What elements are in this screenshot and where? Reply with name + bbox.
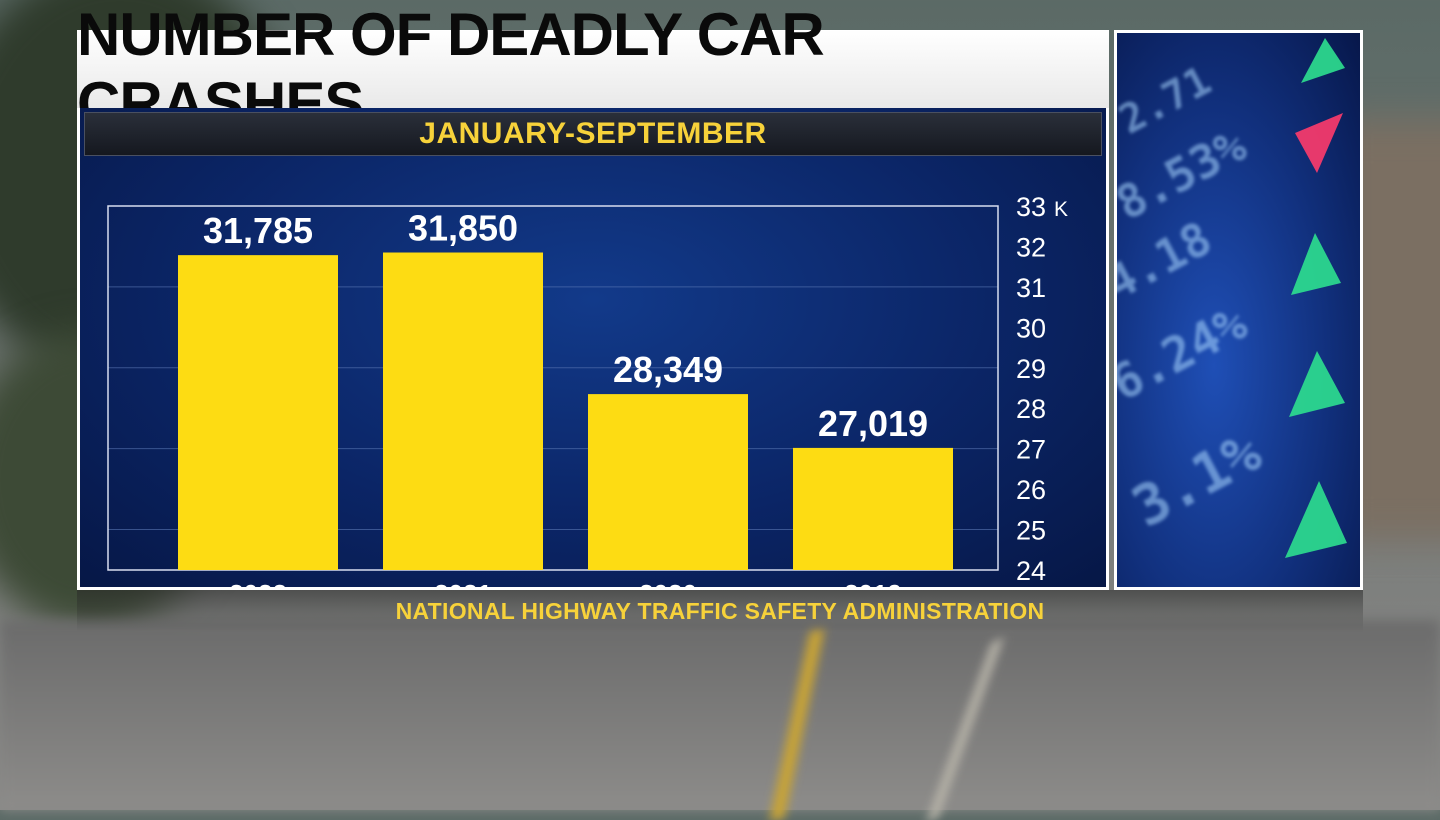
y-tick-label: 32 (1016, 232, 1046, 262)
y-tick-label: 31 (1016, 273, 1046, 303)
chart-panel: NUMBER OF DEADLY CAR CRASHES JANUARY-SEP… (77, 1, 1109, 590)
down-arrow-icon (1295, 113, 1343, 173)
x-tick-label-2020: 2020 (639, 579, 697, 587)
background-road (0, 620, 1440, 810)
y-tick-label: 30 (1016, 313, 1046, 343)
chart-subtitle: JANUARY-SEPTEMBER (84, 112, 1102, 156)
y-tick-label: 27 (1016, 435, 1046, 465)
y-tick-label: 24 (1016, 556, 1046, 586)
chart-area: JANUARY-SEPTEMBER 31,785 2022 31,850 2021 28… (80, 108, 1106, 587)
y-tick-label: 26 (1016, 475, 1046, 505)
y-unit-label: K (1054, 198, 1068, 221)
plot-frame (107, 205, 999, 571)
bar-chart: 31,785 2022 31,850 2021 28,349 2020 27,019 2019… (107, 192, 1068, 587)
data-label-2022: 31,785 (203, 210, 313, 251)
up-arrow-icon (1301, 38, 1345, 83)
y-tick-label: 25 (1016, 516, 1046, 546)
bar-2020 (588, 394, 748, 570)
stock-ticker-image: 8.53% 4.18 6.24% 3.1% 2.71 (1117, 33, 1360, 587)
source-credit: NATIONAL HIGHWAY TRAFFIC SAFETY ADMINIST… (77, 590, 1363, 632)
data-label-2020: 28,349 (613, 349, 723, 390)
bar-2022 (178, 255, 338, 570)
x-tick-label-2019: 2019 (844, 579, 902, 587)
y-tick-label: 29 (1016, 354, 1046, 384)
x-tick-label-2022: 2022 (229, 579, 287, 587)
x-tick-label-2021: 2021 (434, 579, 492, 587)
bar-2019 (793, 447, 953, 570)
bar-2021 (383, 252, 543, 570)
y-tick-label: 33 (1016, 192, 1046, 222)
up-arrow-icon (1289, 351, 1345, 417)
stock-ticker-panel: 8.53% 4.18 6.24% 3.1% 2.71 (1114, 30, 1363, 590)
up-arrow-icon (1291, 233, 1341, 295)
y-tick-label: 28 (1016, 394, 1046, 424)
chart-title: NUMBER OF DEADLY CAR CRASHES (77, 1, 1109, 137)
data-label-2021: 31,850 (408, 208, 518, 249)
up-arrow-icon (1285, 481, 1347, 558)
data-label-2019: 27,019 (818, 403, 928, 444)
